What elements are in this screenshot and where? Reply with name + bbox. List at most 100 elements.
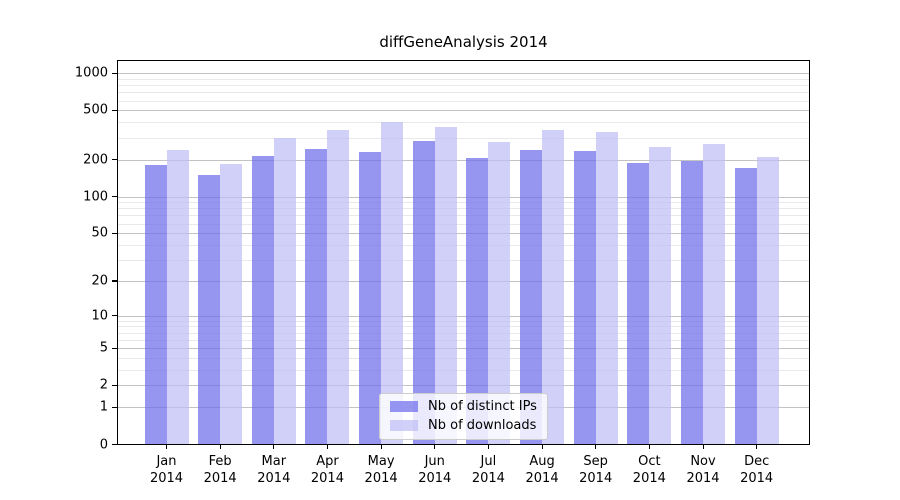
bar-downloads-feb-2014 <box>220 163 243 445</box>
gridline-20 <box>117 280 810 282</box>
bar-downloads-apr-2014 <box>327 129 350 445</box>
xtick-label-feb-2014: Feb 2014 <box>204 453 237 487</box>
xtick-year: 2014 <box>525 471 559 486</box>
chart-title: diffGeneAnalysis 2014 <box>379 33 548 51</box>
gridline-minor-40 <box>117 244 810 246</box>
xtick-mark-may-2014 <box>380 445 382 449</box>
xtick-year: 2014 <box>471 471 505 486</box>
ytick-label-5: 5 <box>99 340 108 356</box>
xtick-year: 2014 <box>257 471 291 486</box>
gridline-minor-30 <box>117 259 810 261</box>
bar-downloads-jan-2014 <box>166 150 189 445</box>
bar-distinct-ips-feb-2014 <box>198 174 221 445</box>
legend-row-downloads: Nb of downloads <box>390 418 537 434</box>
xtick-label-jan-2014: Jan 2014 <box>150 453 183 487</box>
bar-downloads-mar-2014 <box>273 137 296 445</box>
xtick-mark-jun-2014 <box>434 445 436 449</box>
bar-distinct-ips-nov-2014 <box>681 160 703 445</box>
legend-row-distinct-ips: Nb of distinct IPs <box>390 399 537 415</box>
ytick-label-2: 2 <box>99 377 108 393</box>
gridline-10 <box>117 315 810 317</box>
bar-downloads-nov-2014 <box>703 143 725 445</box>
ytick-label-20: 20 <box>91 273 108 289</box>
xtick-mark-dec-2014 <box>756 445 758 449</box>
xtick-month: Feb <box>208 454 232 469</box>
bar-downloads-sep-2014 <box>595 131 618 445</box>
xtick-month: Jul <box>480 454 497 469</box>
xtick-mark-oct-2014 <box>648 445 651 449</box>
xtick-mark-jul-2014 <box>487 445 490 449</box>
legend-swatch-downloads <box>390 420 418 431</box>
bar-distinct-ips-aug-2014 <box>520 150 543 445</box>
bars-layer <box>117 60 810 445</box>
xtick-year: 2014 <box>632 471 666 486</box>
gridline-50 <box>117 233 810 235</box>
gridline-minor-9 <box>117 320 810 322</box>
bar-distinct-ips-dec-2014 <box>734 167 757 445</box>
gridline-minor-60 <box>117 223 810 225</box>
xtick-year: 2014 <box>310 471 344 486</box>
xtick-year: 2014 <box>418 471 452 486</box>
gridline-minor-700 <box>117 92 810 94</box>
xtick-month: Aug <box>529 454 555 469</box>
xtick-mark-sep-2014 <box>595 445 597 449</box>
bar-distinct-ips-jul-2014 <box>466 157 489 445</box>
gridline-minor-70 <box>117 215 810 217</box>
gridline-minor-300 <box>117 137 810 139</box>
xtick-label-may-2014: May 2014 <box>365 453 398 487</box>
gridline-2 <box>117 385 810 387</box>
xtick-label-dec-2014: Dec 2014 <box>740 453 773 487</box>
xtick-year: 2014 <box>686 471 720 486</box>
xtick-month: Nov <box>690 454 716 469</box>
xtick-year: 2014 <box>579 471 613 486</box>
bar-distinct-ips-may-2014 <box>359 152 382 445</box>
ytick-label-500: 500 <box>83 102 108 118</box>
xtick-mark-jan-2014 <box>166 445 168 449</box>
bar-downloads-jun-2014 <box>434 127 457 445</box>
xtick-label-jun-2014: Jun 2014 <box>418 453 451 487</box>
xtick-month: Oct <box>638 454 661 469</box>
bar-distinct-ips-apr-2014 <box>305 148 328 445</box>
plot-area: Nb of distinct IPs Nb of downloads <box>117 59 810 445</box>
xtick-month: Mar <box>261 454 287 469</box>
bar-downloads-jul-2014 <box>488 141 511 445</box>
gridline-minor-600 <box>117 100 810 102</box>
xtick-year: 2014 <box>149 471 184 486</box>
gridline-200 <box>117 159 810 161</box>
gridline-minor-800 <box>117 85 810 87</box>
gridline-500 <box>117 110 810 112</box>
gridline-5 <box>117 348 810 350</box>
gridline-minor-4 <box>117 358 810 360</box>
bar-downloads-oct-2014 <box>649 147 672 445</box>
xtick-year: 2014 <box>740 471 774 486</box>
legend: Nb of distinct IPs Nb of downloads <box>379 392 548 440</box>
gridline-minor-6 <box>117 339 810 341</box>
ytick-label-10: 10 <box>91 308 108 324</box>
bar-distinct-ips-sep-2014 <box>573 150 596 445</box>
xtick-label-nov-2014: Nov 2014 <box>686 453 719 487</box>
xtick-label-jul-2014: Jul 2014 <box>472 453 505 487</box>
ytick-label-1000: 1000 <box>74 65 108 81</box>
bar-downloads-may-2014 <box>381 122 404 445</box>
legend-swatch-distinct-ips <box>390 401 418 412</box>
gridline-minor-8 <box>117 326 810 328</box>
xtick-year: 2014 <box>203 471 237 486</box>
xtick-label-oct-2014: Oct 2014 <box>633 453 666 487</box>
xtick-mark-nov-2014 <box>702 445 704 449</box>
legend-label-distinct-ips: Nb of distinct IPs <box>428 399 537 414</box>
xtick-mark-apr-2014 <box>326 445 329 449</box>
gridline-minor-900 <box>117 78 810 80</box>
xtick-mark-mar-2014 <box>273 445 275 449</box>
ytick-label-1: 1 <box>99 399 108 415</box>
xtick-label-sep-2014: Sep 2014 <box>579 453 612 487</box>
xtick-month: Jun <box>424 454 445 469</box>
xtick-month: Apr <box>316 454 339 469</box>
ytick-label-0: 0 <box>99 437 108 452</box>
xtick-label-mar-2014: Mar 2014 <box>257 453 290 487</box>
gridline-minor-7 <box>117 332 810 334</box>
xtick-mark-aug-2014 <box>541 445 543 449</box>
bar-downloads-aug-2014 <box>542 129 565 445</box>
bar-downloads-dec-2014 <box>756 157 779 445</box>
ytick-label-50: 50 <box>91 225 108 241</box>
